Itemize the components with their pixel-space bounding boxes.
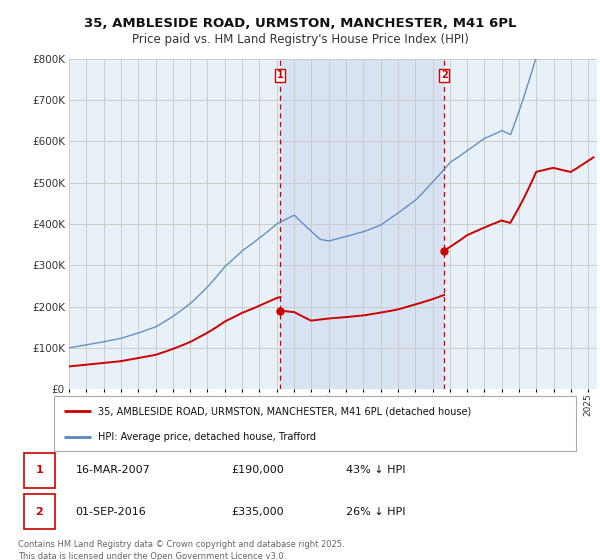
Text: 01-SEP-2016: 01-SEP-2016 bbox=[76, 507, 146, 516]
Text: HPI: Average price, detached house, Trafford: HPI: Average price, detached house, Traf… bbox=[98, 432, 316, 442]
Text: 2: 2 bbox=[35, 507, 43, 516]
Text: 35, AMBLESIDE ROAD, URMSTON, MANCHESTER, M41 6PL: 35, AMBLESIDE ROAD, URMSTON, MANCHESTER,… bbox=[84, 17, 516, 30]
Text: Contains HM Land Registry data © Crown copyright and database right 2025.
This d: Contains HM Land Registry data © Crown c… bbox=[18, 540, 344, 560]
Bar bbox=[280, 59, 444, 389]
Text: 16-MAR-2007: 16-MAR-2007 bbox=[76, 465, 150, 475]
Text: 26% ↓ HPI: 26% ↓ HPI bbox=[346, 507, 406, 516]
Text: 2: 2 bbox=[441, 71, 448, 81]
Text: Price paid vs. HM Land Registry's House Price Index (HPI): Price paid vs. HM Land Registry's House … bbox=[131, 32, 469, 46]
Text: 1: 1 bbox=[35, 465, 43, 475]
Text: 1: 1 bbox=[277, 71, 284, 81]
FancyBboxPatch shape bbox=[23, 494, 55, 529]
FancyBboxPatch shape bbox=[54, 396, 576, 451]
Text: £190,000: £190,000 bbox=[231, 465, 284, 475]
FancyBboxPatch shape bbox=[23, 452, 55, 488]
Text: £335,000: £335,000 bbox=[231, 507, 284, 516]
Text: 35, AMBLESIDE ROAD, URMSTON, MANCHESTER, M41 6PL (detached house): 35, AMBLESIDE ROAD, URMSTON, MANCHESTER,… bbox=[98, 407, 472, 416]
Text: 43% ↓ HPI: 43% ↓ HPI bbox=[346, 465, 406, 475]
